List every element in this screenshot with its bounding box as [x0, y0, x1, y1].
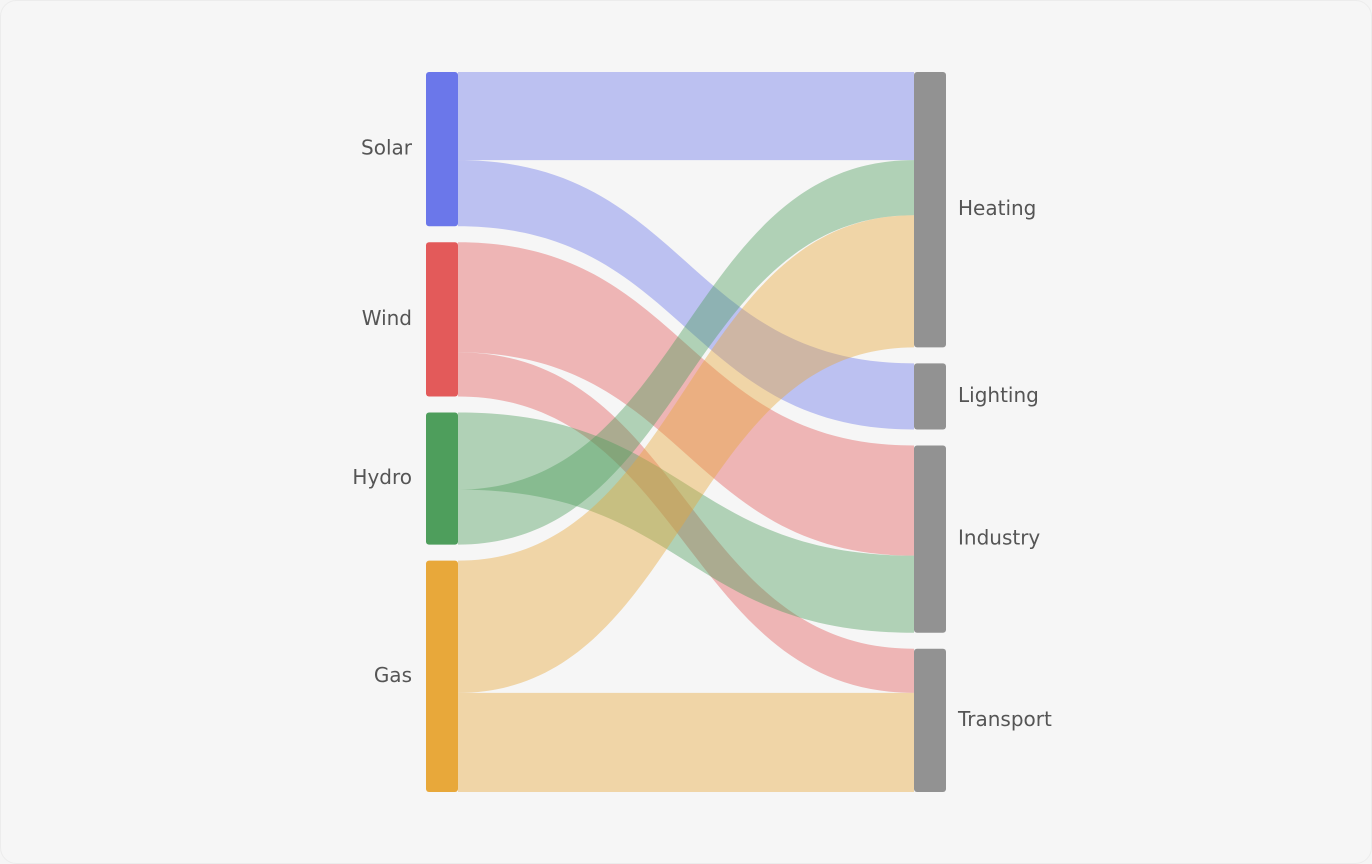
node-label: Heating [958, 196, 1036, 220]
node-label: Solar [361, 136, 413, 160]
link [458, 160, 914, 545]
node-label: Transport [957, 707, 1052, 731]
node-label: Gas [374, 663, 412, 687]
node [914, 445, 946, 633]
node-label: Wind [362, 306, 412, 330]
link [458, 352, 914, 693]
node-label: Industry [958, 526, 1040, 550]
node [426, 72, 458, 227]
link [458, 242, 914, 556]
node [914, 363, 946, 430]
link [458, 692, 914, 792]
link [458, 72, 914, 161]
link [458, 160, 914, 430]
link [458, 215, 914, 693]
node [426, 242, 458, 397]
node [914, 72, 946, 348]
link [458, 412, 914, 633]
nodes: Solar Wind Hydro Gas Heating Lighting Industry… [352, 72, 1052, 792]
node [914, 648, 946, 792]
node [426, 560, 458, 792]
node-label: Hydro [352, 465, 412, 489]
node [426, 412, 458, 545]
links [458, 72, 914, 792]
node-label: Lighting [958, 383, 1039, 407]
